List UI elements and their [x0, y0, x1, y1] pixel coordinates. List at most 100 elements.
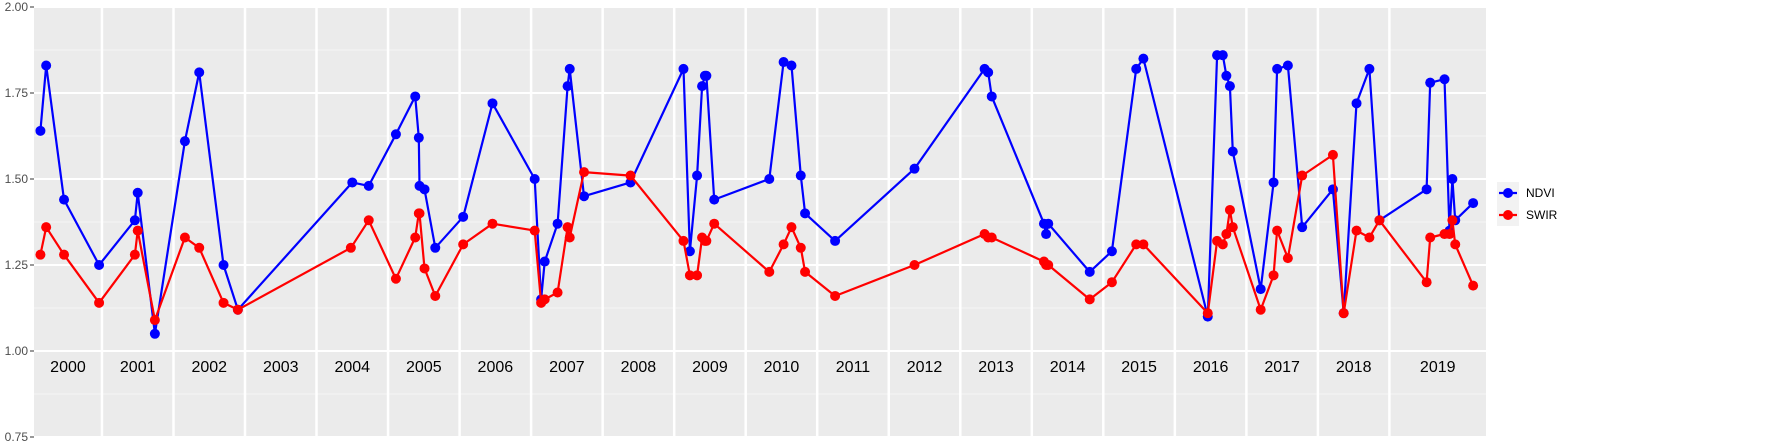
data-point-ndvi [419, 184, 430, 195]
data-point-ndvi [94, 260, 105, 270]
data-point-ndvi [132, 187, 143, 198]
data-point-ndvi [129, 215, 140, 226]
legend-label: NDVI [1526, 186, 1555, 200]
data-point-ndvi [579, 191, 590, 202]
data-point-swir [529, 225, 540, 236]
year-label: 2009 [692, 359, 728, 376]
data-point-ndvi [1439, 74, 1450, 85]
data-point-ndvi [1106, 246, 1117, 257]
year-label: 2019 [1420, 359, 1456, 376]
y-tick-label: 2.00 [5, 0, 29, 14]
data-point-ndvi [1297, 222, 1308, 233]
data-point-ndvi [430, 242, 441, 253]
data-point-swir [487, 218, 498, 229]
data-point-swir [1217, 239, 1228, 250]
data-point-ndvi [552, 218, 563, 229]
year-label: 2014 [1050, 359, 1086, 376]
data-point-swir [692, 270, 703, 281]
data-point-swir [179, 232, 190, 243]
data-point-swir [1351, 225, 1362, 236]
data-point-swir [1297, 170, 1308, 181]
data-point-ndvi [562, 81, 573, 92]
data-point-swir [35, 249, 46, 260]
data-point-ndvi [413, 132, 424, 143]
year-label: 2011 [836, 359, 871, 376]
data-point-swir [1447, 215, 1458, 226]
data-point-ndvi [1364, 63, 1375, 74]
data-point-swir [410, 232, 421, 243]
data-point-ndvi [800, 208, 811, 219]
data-point-swir [1255, 304, 1266, 315]
data-point-ndvi [701, 70, 712, 81]
data-point-swir [778, 239, 789, 250]
data-point-swir [194, 242, 205, 253]
data-point-swir [232, 304, 243, 315]
data-point-ndvi [539, 256, 550, 267]
data-point-ndvi [1268, 177, 1279, 188]
data-point-ndvi [684, 246, 695, 257]
data-point-swir [1444, 229, 1455, 240]
data-point-swir [909, 260, 920, 270]
year-label: 2007 [549, 359, 585, 376]
data-point-ndvi [410, 91, 421, 102]
y-tick-label: 1.50 [5, 172, 29, 186]
data-point-swir [562, 222, 573, 233]
data-point-ndvi [1221, 70, 1232, 81]
data-point-swir [458, 239, 469, 250]
data-point-swir [218, 297, 229, 308]
data-point-swir [419, 263, 430, 274]
year-label: 2004 [334, 359, 370, 376]
data-point-swir [129, 249, 140, 260]
data-point-swir [41, 222, 52, 233]
year-label: 2006 [478, 359, 514, 376]
legend: NDVI SWIR [1497, 182, 1558, 226]
data-point-swir [564, 232, 575, 243]
major-gridlines [34, 6, 1486, 438]
data-point-swir [1468, 280, 1479, 291]
legend-label: SWIR [1526, 208, 1558, 222]
data-point-ndvi [709, 194, 720, 205]
data-point-swir [414, 208, 425, 219]
legend-key-point [1503, 188, 1513, 198]
y-tick-label: 0.75 [5, 430, 29, 442]
data-point-ndvi [678, 63, 689, 74]
year-label: 2012 [907, 359, 943, 376]
year-label: 2008 [621, 359, 657, 376]
data-point-swir [390, 273, 401, 284]
series-layer [35, 50, 1479, 339]
year-label: 2010 [764, 359, 800, 376]
data-point-swir [94, 297, 105, 308]
data-point-ndvi [179, 136, 190, 147]
data-point-ndvi [347, 177, 358, 188]
data-point-ndvi [795, 170, 806, 181]
data-point-swir [1138, 239, 1149, 250]
year-label: 2002 [191, 359, 227, 376]
data-point-swir [579, 167, 590, 178]
data-point-ndvi [1272, 63, 1283, 74]
data-point-swir [1268, 270, 1279, 281]
data-point-ndvi [1468, 198, 1479, 209]
year-labels: 2000 2001 2002 2003 2004 2005 2006 2007 2008 2009… [50, 359, 1455, 376]
data-point-ndvi [1224, 81, 1235, 92]
data-point-swir [1374, 215, 1385, 226]
data-point-ndvi [1131, 63, 1142, 74]
data-point-swir [430, 290, 441, 301]
data-point-ndvi [909, 163, 920, 174]
year-label: 2018 [1336, 359, 1372, 376]
data-point-swir [1421, 277, 1432, 288]
y-tick-label: 1.00 [5, 344, 29, 358]
data-point-swir [800, 266, 811, 277]
data-point-ndvi [697, 81, 708, 92]
data-point-ndvi [59, 194, 70, 205]
year-label: 2005 [406, 359, 442, 376]
data-point-ndvi [778, 57, 789, 68]
year-label: 2001 [120, 359, 156, 376]
series-line-swir [39, 153, 1475, 322]
data-point-swir [345, 242, 356, 253]
data-point-ndvi [564, 63, 575, 74]
y-tick-label: 1.75 [5, 86, 29, 100]
data-point-swir [709, 218, 720, 229]
data-point-swir [795, 242, 806, 253]
data-point-ndvi [983, 67, 994, 78]
